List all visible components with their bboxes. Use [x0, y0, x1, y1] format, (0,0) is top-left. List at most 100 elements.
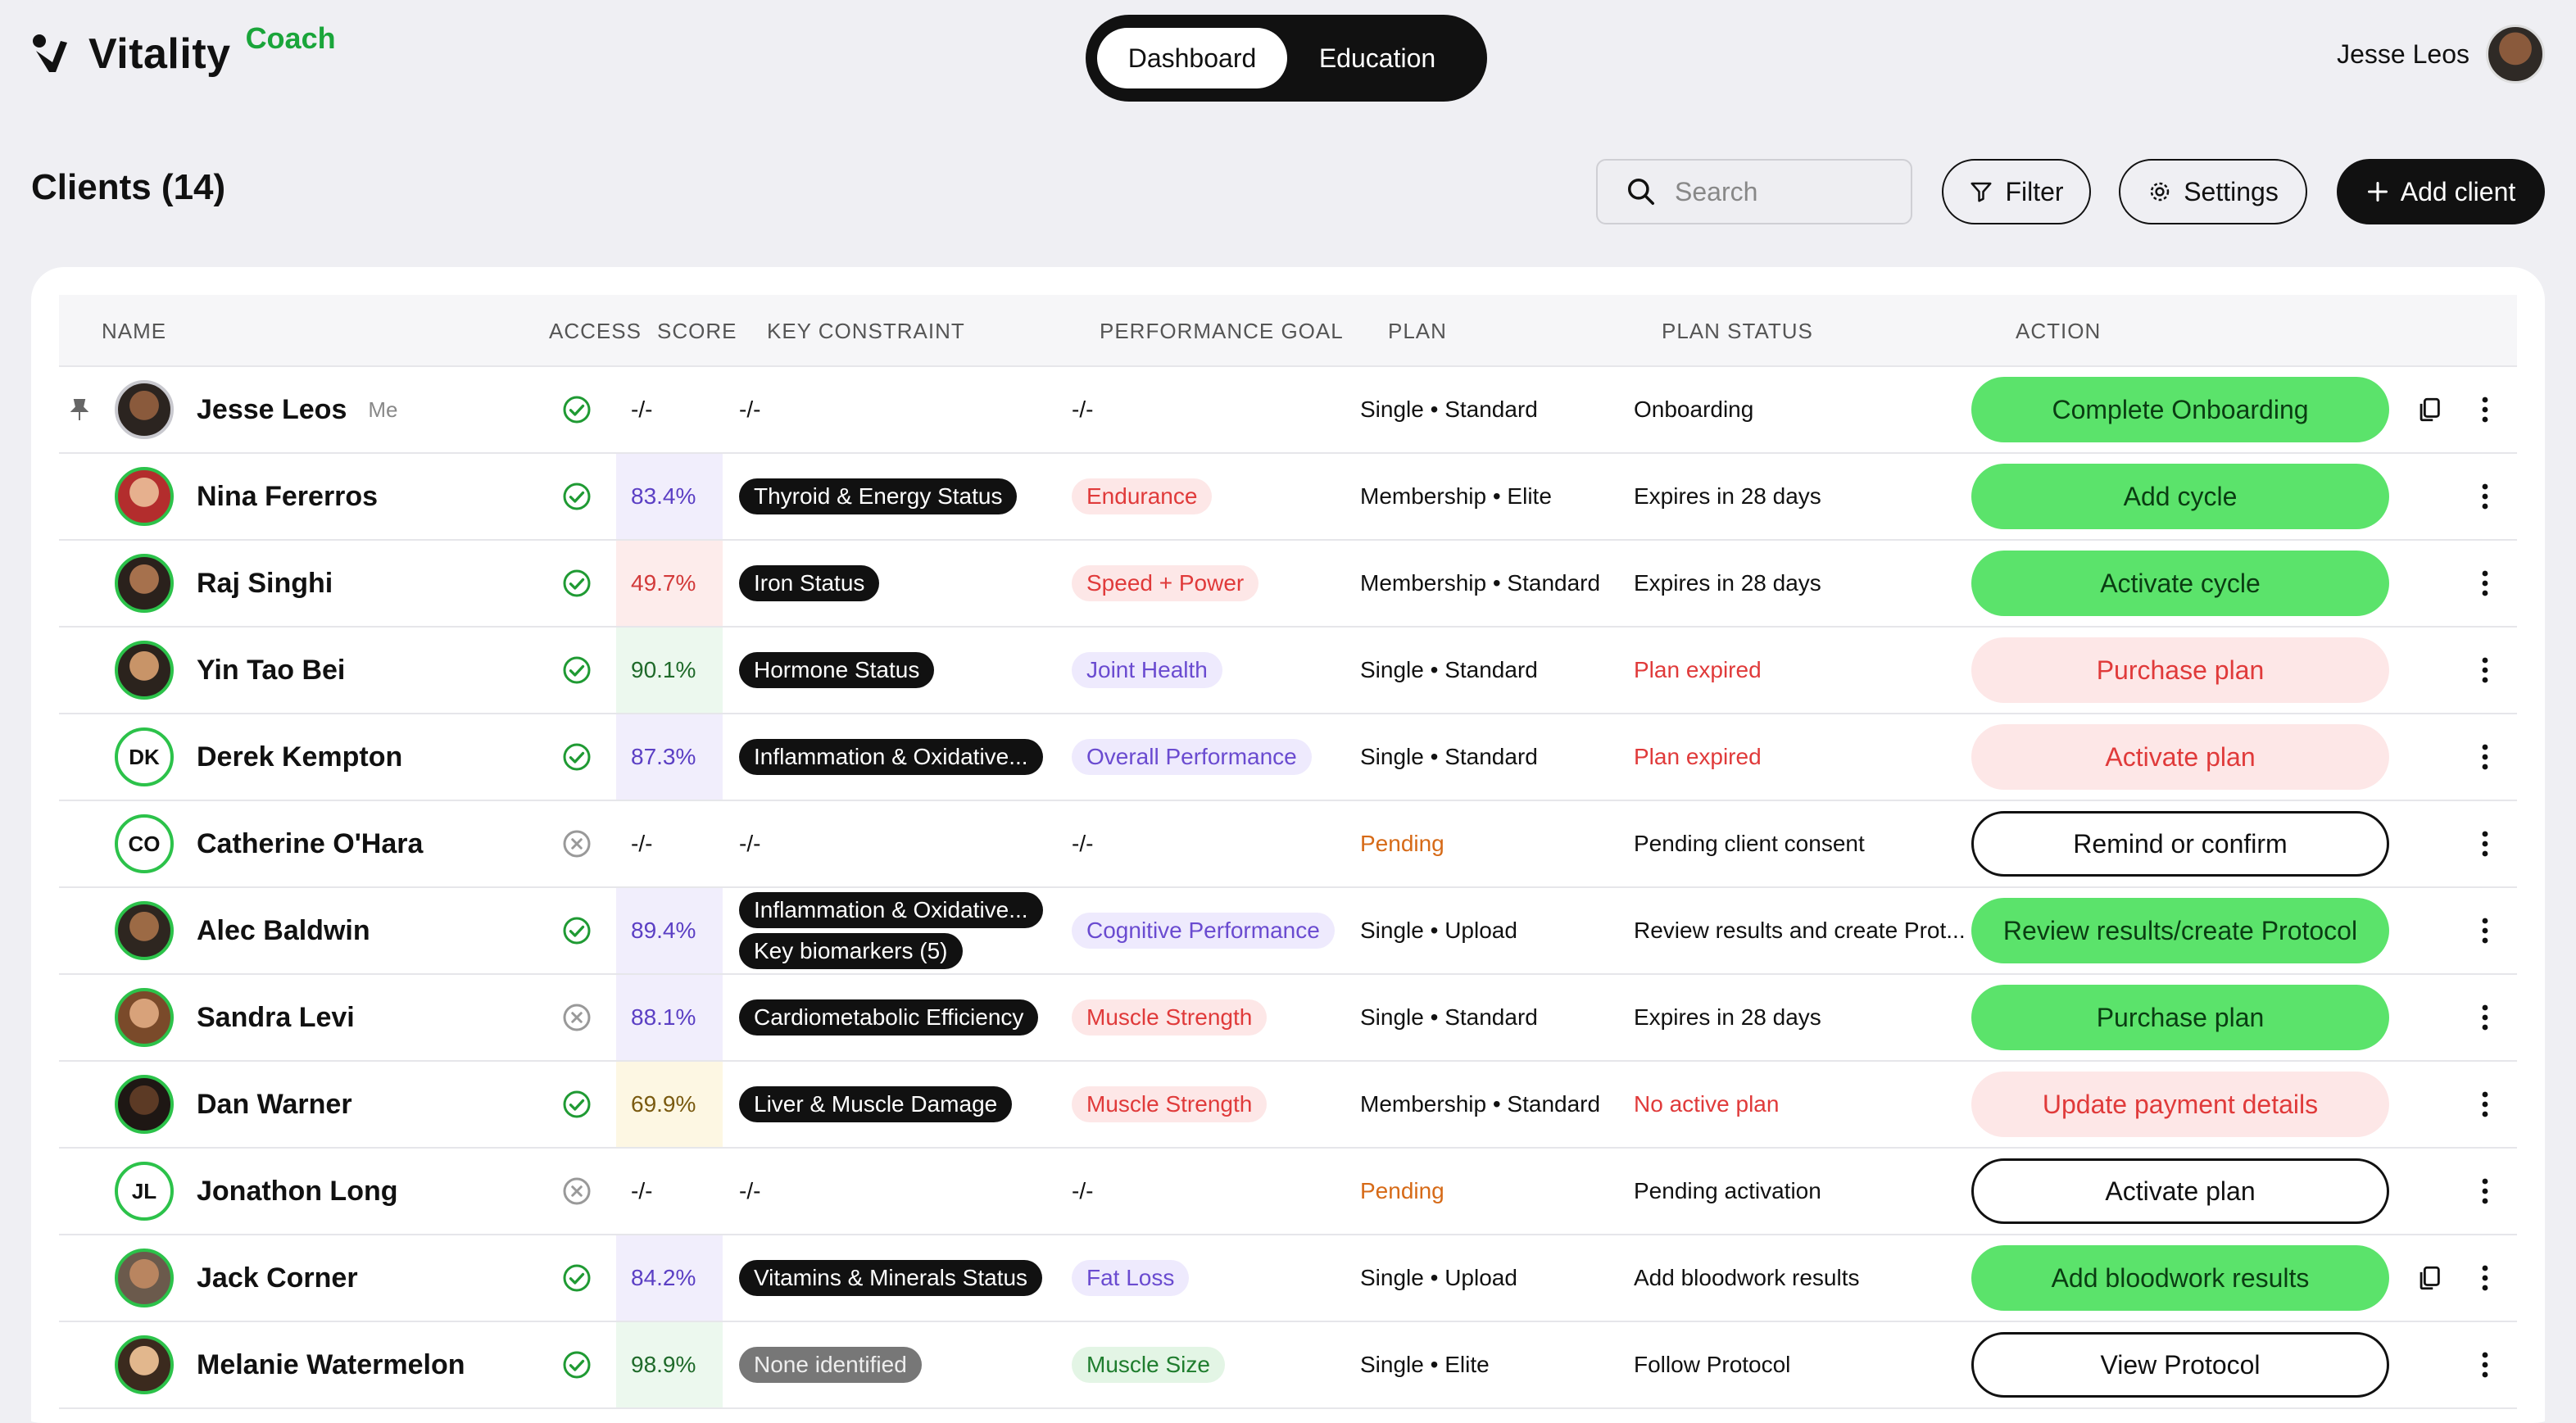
client-name-text: Nina Fererros: [197, 480, 379, 512]
column-header-access[interactable]: ACCESS: [549, 319, 642, 343]
avatar[interactable]: DK: [115, 727, 174, 786]
client-name[interactable]: Sandra Levi: [197, 975, 557, 1060]
avatar[interactable]: [115, 1249, 174, 1307]
more-options-icon[interactable]: [2465, 1235, 2506, 1321]
more-options-icon[interactable]: [2465, 454, 2506, 539]
app-logo[interactable]: Vitality Coach: [31, 21, 336, 77]
more-options-icon[interactable]: [2465, 801, 2506, 886]
client-name[interactable]: Alec Baldwin: [197, 888, 557, 973]
client-name[interactable]: Melanie Watermelon: [197, 1322, 557, 1407]
client-name[interactable]: Catherine O'Hara: [197, 801, 557, 886]
action-button[interactable]: View Protocol: [1971, 1332, 2389, 1398]
client-name[interactable]: Jesse Leos Me: [197, 367, 557, 452]
avatar[interactable]: [115, 1075, 174, 1134]
add-client-button[interactable]: Add client: [2337, 159, 2545, 224]
pin-icon[interactable]: [67, 367, 92, 452]
action-button[interactable]: Purchase plan: [1971, 637, 2389, 703]
column-header-action[interactable]: ACTION: [2016, 319, 2102, 343]
plan-status: Plan expired: [1634, 744, 1762, 769]
goal-pill[interactable]: Muscle Strength: [1072, 1086, 1268, 1122]
filter-button[interactable]: Filter: [1942, 159, 2091, 224]
client-name[interactable]: Yin Tao Bei: [197, 628, 557, 713]
action-button[interactable]: Update payment details: [1971, 1072, 2389, 1137]
tab-dashboard[interactable]: Dashboard: [1097, 28, 1287, 88]
goal-pill[interactable]: Cognitive Performance: [1072, 913, 1335, 949]
constraint-pill[interactable]: Hormone Status: [739, 652, 935, 688]
goal-pill[interactable]: Joint Health: [1072, 652, 1222, 688]
avatar[interactable]: [115, 1335, 174, 1394]
avatar[interactable]: [115, 901, 174, 960]
goal-pill[interactable]: Endurance: [1072, 478, 1213, 514]
column-header-performance-goal[interactable]: PERFORMANCE GOAL: [1100, 319, 1344, 343]
action-button[interactable]: Review results/create Protocol: [1971, 898, 2389, 963]
client-name[interactable]: Dan Warner: [197, 1062, 557, 1147]
more-options-icon[interactable]: [2465, 367, 2506, 452]
table-row: Dan Warner 69.9% Liver & Muscle Damage Musc…: [59, 1062, 2517, 1149]
avatar-cell: [115, 541, 174, 626]
column-header-key-constraint[interactable]: KEY CONSTRAINT: [767, 319, 965, 343]
action-button[interactable]: Activate plan: [1971, 1158, 2389, 1224]
copy-icon[interactable]: [2409, 1235, 2450, 1321]
settings-button[interactable]: Settings: [2119, 159, 2307, 224]
more-options-icon[interactable]: [2465, 1322, 2506, 1407]
client-name[interactable]: Raj Singhi: [197, 541, 557, 626]
action-cell: Review results/create Protocol: [1971, 888, 2392, 973]
column-header-plan[interactable]: PLAN: [1388, 319, 1447, 343]
action-button[interactable]: Activate plan: [1971, 724, 2389, 790]
constraint-pill[interactable]: Key biomarkers (5): [739, 933, 963, 969]
avatar[interactable]: [115, 467, 174, 526]
constraint-pill[interactable]: Iron Status: [739, 565, 880, 601]
more-options-icon[interactable]: [2465, 1062, 2506, 1147]
action-cell: Purchase plan: [1971, 975, 2392, 1060]
performance-goal: Overall Performance: [1072, 714, 1350, 800]
avatar[interactable]: JL: [115, 1162, 174, 1221]
avatar[interactable]: [115, 554, 174, 613]
column-header-score[interactable]: SCORE: [657, 319, 737, 343]
action-button[interactable]: Complete Onboarding: [1971, 377, 2389, 442]
more-options-icon[interactable]: [2465, 541, 2506, 626]
goal-pill[interactable]: Overall Performance: [1072, 739, 1312, 775]
constraint-pill[interactable]: Liver & Muscle Damage: [739, 1086, 1013, 1122]
goal-pill: -/-: [1072, 1178, 1094, 1203]
plan-status: Follow Protocol: [1634, 1352, 1791, 1377]
filter-label: Filter: [2005, 176, 2064, 206]
action-button[interactable]: Activate cycle: [1971, 551, 2389, 616]
constraint-pill[interactable]: Inflammation & Oxidative...: [739, 739, 1043, 775]
constraint-pill[interactable]: Inflammation & Oxidative...: [739, 892, 1043, 928]
constraint-pill[interactable]: Thyroid & Energy Status: [739, 478, 1018, 514]
column-header-plan-status[interactable]: PLAN STATUS: [1662, 319, 1813, 343]
user-avatar[interactable]: [2486, 25, 2545, 84]
search-input[interactable]: [1675, 176, 1888, 207]
client-name[interactable]: Derek Kempton: [197, 714, 557, 800]
action-button[interactable]: Purchase plan: [1971, 985, 2389, 1050]
action-button[interactable]: Add cycle: [1971, 464, 2389, 529]
client-name-text: Melanie Watermelon: [197, 1348, 465, 1380]
goal-pill[interactable]: Muscle Size: [1072, 1347, 1225, 1383]
avatar[interactable]: [115, 641, 174, 700]
more-options-icon[interactable]: [2465, 714, 2506, 800]
client-name[interactable]: Jonathon Long: [197, 1149, 557, 1234]
more-options-icon[interactable]: [2465, 628, 2506, 713]
avatar[interactable]: [115, 988, 174, 1047]
more-options-icon[interactable]: [2465, 975, 2506, 1060]
constraint-pill[interactable]: None identified: [739, 1347, 922, 1383]
goal-pill[interactable]: Fat Loss: [1072, 1260, 1190, 1296]
more-options-icon[interactable]: [2465, 888, 2506, 973]
plan: Membership • Standard: [1360, 570, 1601, 596]
copy-icon[interactable]: [2409, 367, 2450, 452]
more-options-icon[interactable]: [2465, 1149, 2506, 1234]
constraint-pill[interactable]: Vitamins & Minerals Status: [739, 1260, 1043, 1296]
avatar[interactable]: CO: [115, 814, 174, 873]
goal-pill[interactable]: Speed + Power: [1072, 565, 1259, 601]
constraint-pill[interactable]: Cardiometabolic Efficiency: [739, 999, 1039, 1036]
tab-education[interactable]: Education: [1318, 43, 1436, 73]
avatar[interactable]: [115, 380, 174, 439]
goal-pill[interactable]: Muscle Strength: [1072, 999, 1268, 1036]
column-header-name[interactable]: NAME: [102, 319, 167, 343]
client-name[interactable]: Nina Fererros: [197, 454, 557, 539]
client-name[interactable]: Jack Corner: [197, 1235, 557, 1321]
action-button[interactable]: Remind or confirm: [1971, 811, 2389, 877]
action-button[interactable]: Add bloodwork results: [1971, 1245, 2389, 1311]
search-box[interactable]: [1596, 159, 1912, 224]
user-menu[interactable]: Jesse Leos: [2337, 25, 2545, 84]
